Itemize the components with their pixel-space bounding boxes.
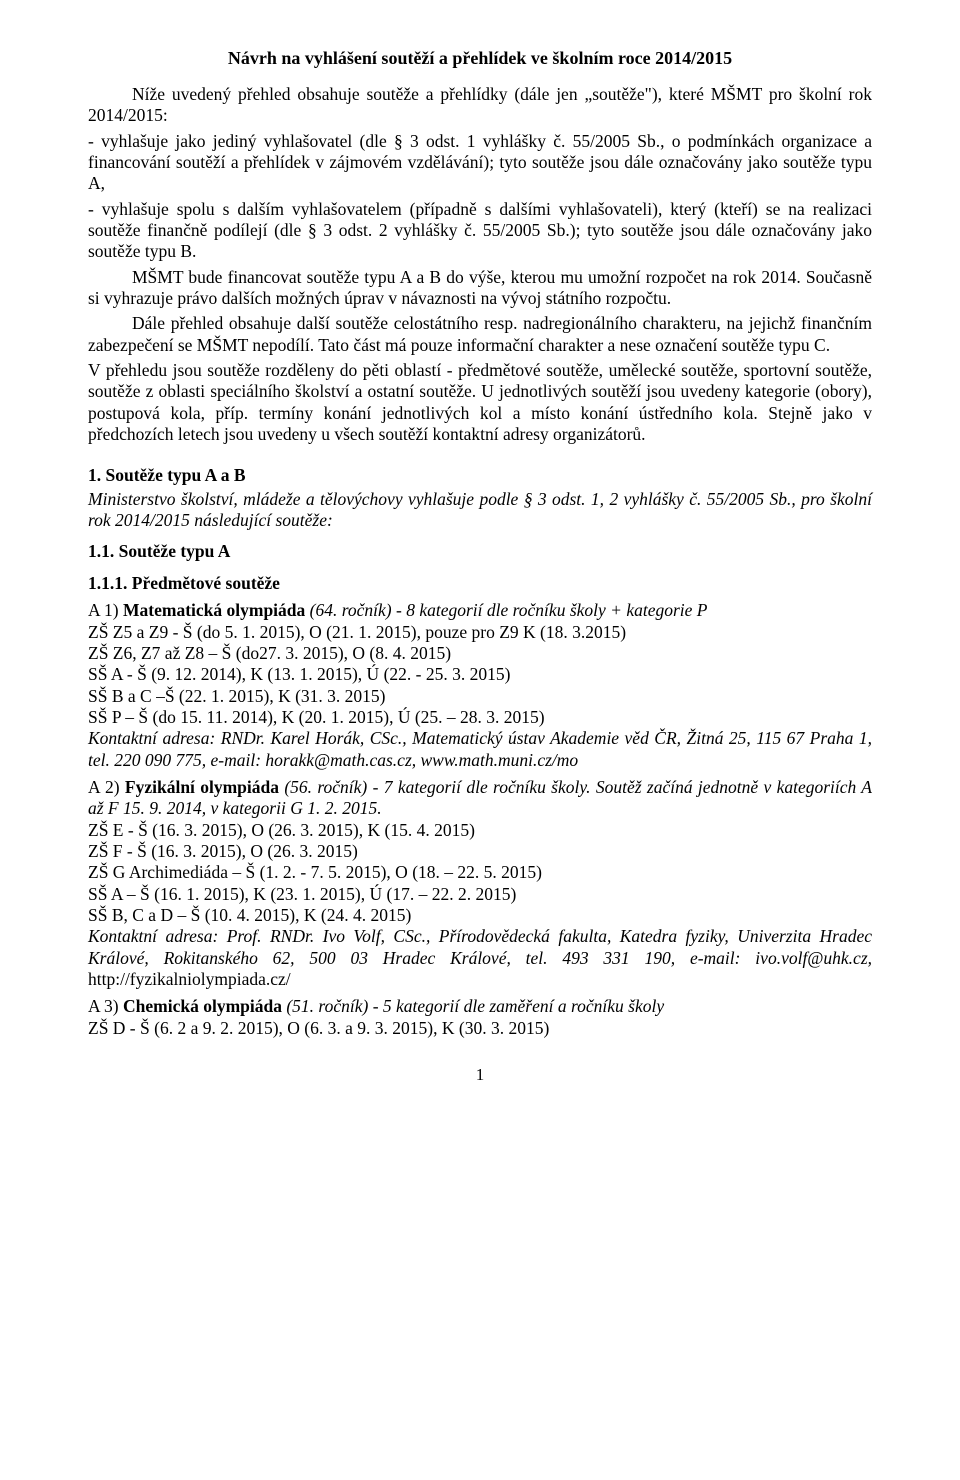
entry-a3: A 3) Chemická olympiáda (51. ročník) - 5… [88,996,872,1039]
document-page: Návrh na vyhlášení soutěží a přehlídek v… [0,0,960,1480]
section-1-1-heading: 1.1. Soutěže typu A [88,541,872,562]
entry-a2: A 2) Fyzikální olympiáda (56. ročník) - … [88,777,872,990]
entry-a2-contact: Kontaktní adresa: Prof. RNDr. Ivo Volf, … [88,926,872,990]
entry-a1-line-3: SŠ A - Š (9. 12. 2014), K (13. 1. 2015),… [88,664,872,685]
section-1-heading: 1. Soutěže typu A a B [88,465,872,486]
entry-a1-bold: Matematická olympiáda [123,600,305,620]
intro-paragraph-2: - vyhlašuje jako jediný vyhlašovatel (dl… [88,131,872,195]
entry-a1-title-line: A 1) Matematická olympiáda (64. ročník) … [88,600,872,621]
section-1-subtext: Ministerstvo školství, mládeže a tělovýc… [88,489,872,532]
entry-a1-line-4: SŠ B a C –Š (22. 1. 2015), K (31. 3. 201… [88,686,872,707]
entry-a3-title-line: A 3) Chemická olympiáda (51. ročník) - 5… [88,996,872,1017]
entry-a2-title-line: A 2) Fyzikální olympiáda (56. ročník) - … [88,777,872,820]
entry-a1: A 1) Matematická olympiáda (64. ročník) … [88,600,872,771]
page-title: Návrh na vyhlášení soutěží a přehlídek v… [88,48,872,70]
entry-a2-lead: A 2) [88,777,125,797]
intro-paragraph-5: Dále přehled obsahuje další soutěže celo… [88,313,872,356]
entry-a1-line-5: SŠ P – Š (do 15. 11. 2014), K (20. 1. 20… [88,707,872,728]
intro-paragraph-1: Níže uvedený přehled obsahuje soutěže a … [88,84,872,127]
entry-a2-line-4: SŠ A – Š (16. 1. 2015), K (23. 1. 2015),… [88,884,872,905]
entry-a2-line-2: ZŠ F - Š (16. 3. 2015), O (26. 3. 2015) [88,841,872,862]
entry-a3-bold: Chemická olympiáda [123,996,282,1016]
intro-paragraph-6: V přehledu jsou soutěže rozděleny do pět… [88,360,872,445]
page-number: 1 [88,1065,872,1086]
intro-paragraph-4: MŠMT bude financovat soutěže typu A a B … [88,267,872,310]
entry-a2-contact-text: Kontaktní adresa: Prof. RNDr. Ivo Volf, … [88,926,872,967]
entry-a1-rest: (64. ročník) - 8 kategorií dle ročníku š… [305,600,707,620]
entry-a1-contact: Kontaktní adresa: RNDr. Karel Horák, CSc… [88,728,872,771]
entry-a1-line-2: ZŠ Z6, Z7 až Z8 – Š (do27. 3. 2015), O (… [88,643,872,664]
entry-a2-bold: Fyzikální olympiáda [125,777,279,797]
entry-a3-line-1: ZŠ D - Š (6. 2 a 9. 2. 2015), O (6. 3. a… [88,1018,872,1039]
entry-a2-line-3: ZŠ G Archimediáda – Š (1. 2. - 7. 5. 201… [88,862,872,883]
entry-a3-lead: A 3) [88,996,123,1016]
intro-paragraph-3: - vyhlašuje spolu s dalším vyhlašovatele… [88,199,872,263]
entry-a1-lead: A 1) [88,600,123,620]
entry-a2-line-5: SŠ B, C a D – Š (10. 4. 2015), K (24. 4.… [88,905,872,926]
entry-a2-contact-url: http://fyzikalniolympiada.cz/ [88,969,291,989]
entry-a3-rest: (51. ročník) - 5 kategorií dle zaměření … [282,996,664,1016]
entry-a2-line-1: ZŠ E - Š (16. 3. 2015), O (26. 3. 2015),… [88,820,872,841]
entry-a1-line-1: ZŠ Z5 a Z9 - Š (do 5. 1. 2015), O (21. 1… [88,622,872,643]
section-1-1-1-heading: 1.1.1. Předmětové soutěže [88,573,872,594]
